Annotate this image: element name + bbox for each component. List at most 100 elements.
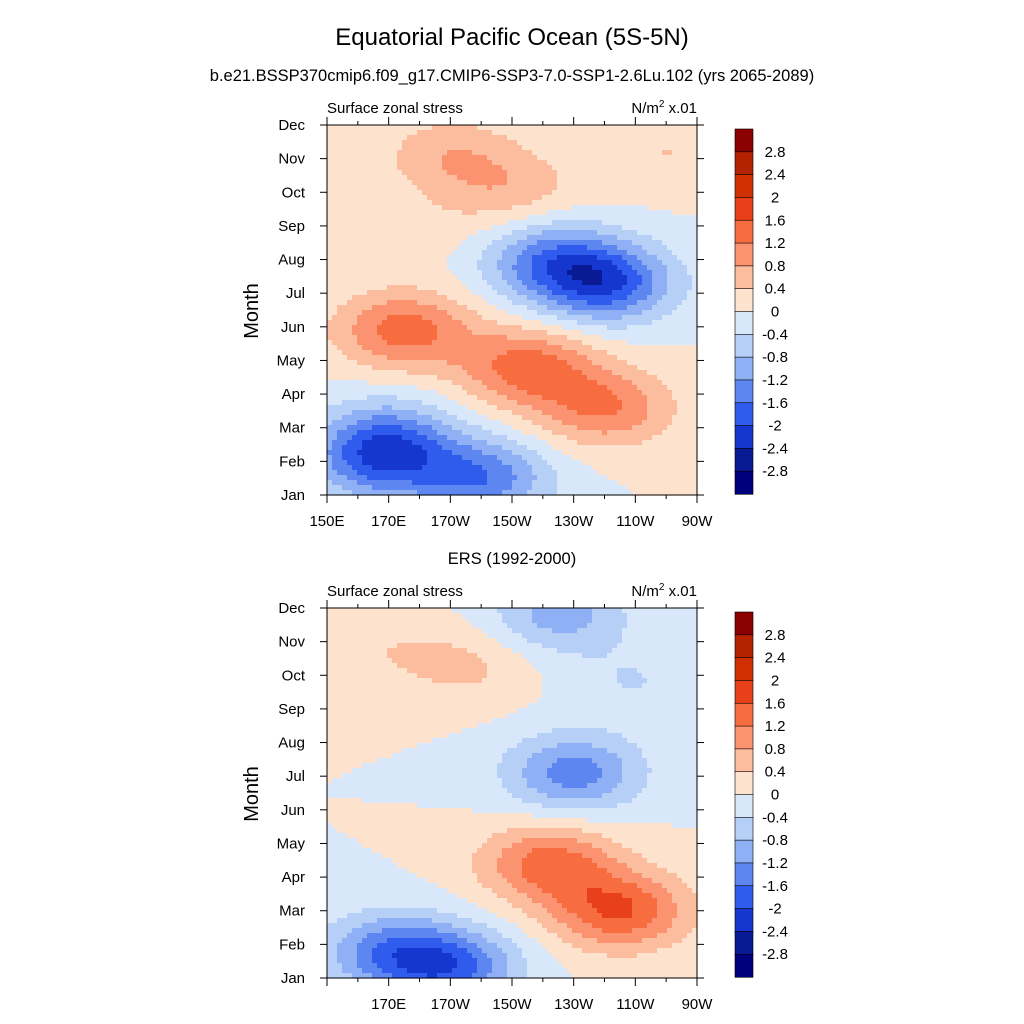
heatmap-cell <box>357 305 363 311</box>
heatmap-cell <box>597 330 603 336</box>
heatmap-cell <box>652 455 658 461</box>
heatmap-cell <box>347 305 353 311</box>
heatmap-cell <box>352 130 358 136</box>
heatmap-cell <box>642 270 648 276</box>
heatmap-cell <box>537 240 543 246</box>
heatmap-cell <box>327 305 333 311</box>
heatmap-cell <box>582 445 588 451</box>
heatmap-cell <box>607 380 613 386</box>
heatmap-cell <box>357 370 363 376</box>
heatmap-cell <box>397 345 403 351</box>
heatmap-cell <box>532 340 538 346</box>
heatmap-cell <box>567 210 573 216</box>
heatmap-cell <box>367 370 373 376</box>
heatmap-cell <box>377 210 383 216</box>
heatmap-cell <box>572 170 578 176</box>
heatmap-cell <box>657 195 663 201</box>
heatmap-cell <box>342 370 348 376</box>
heatmap-cell <box>382 180 388 186</box>
heatmap-cell <box>527 300 533 306</box>
heatmap-cell <box>642 285 648 291</box>
heatmap-cell <box>397 195 403 201</box>
heatmap-cell <box>622 330 628 336</box>
heatmap-cell <box>447 355 453 361</box>
heatmap-cell <box>447 220 453 226</box>
heatmap-cell <box>627 350 633 356</box>
heatmap-cell <box>492 260 498 266</box>
heatmap-cell <box>417 180 423 186</box>
heatmap-cell <box>367 190 373 196</box>
heatmap-cell <box>602 215 608 221</box>
heatmap-cell <box>632 430 638 436</box>
heatmap-cell <box>527 320 533 326</box>
heatmap-cell <box>677 350 683 356</box>
heatmap-cell <box>587 300 593 306</box>
heatmap-cell <box>567 275 573 281</box>
heatmap-cell <box>457 415 463 421</box>
heatmap-cell <box>557 370 563 376</box>
heatmap-cell <box>597 200 603 206</box>
heatmap-cell <box>662 270 668 276</box>
heatmap-cell <box>462 300 468 306</box>
heatmap-cell <box>607 330 613 336</box>
heatmap-cell <box>512 260 518 266</box>
heatmap-cell <box>397 215 403 221</box>
heatmap-cell <box>592 450 598 456</box>
heatmap-cell <box>632 195 638 201</box>
heatmap-cell <box>407 375 413 381</box>
heatmap-cell <box>692 155 698 161</box>
heatmap-cell <box>397 285 403 291</box>
heatmap-cell <box>397 305 403 311</box>
heatmap-cell <box>662 170 668 176</box>
heatmap-cell <box>642 205 648 211</box>
heatmap-cell <box>362 165 368 171</box>
heatmap-cell <box>617 200 623 206</box>
heatmap-cell <box>592 190 598 196</box>
heatmap-cell <box>692 425 698 431</box>
heatmap-cell <box>562 335 568 341</box>
heatmap-cell <box>537 455 543 461</box>
heatmap-cell <box>452 355 458 361</box>
heatmap-cell <box>427 285 433 291</box>
heatmap-cell <box>457 355 463 361</box>
heatmap-cell <box>667 305 673 311</box>
heatmap-cell <box>432 415 438 421</box>
heatmap-cell <box>602 200 608 206</box>
heatmap-cell <box>502 220 508 226</box>
heatmap-cell <box>642 130 648 136</box>
heatmap-cell <box>522 380 528 386</box>
heatmap-cell <box>467 200 473 206</box>
heatmap-cell <box>402 315 408 321</box>
heatmap-cell <box>642 195 648 201</box>
heatmap-cell <box>542 400 548 406</box>
heatmap-cell <box>507 325 513 331</box>
heatmap-cell <box>667 365 673 371</box>
heatmap-cell <box>467 450 473 456</box>
heatmap-cell <box>482 275 488 281</box>
heatmap-cell <box>337 205 343 211</box>
heatmap-cell <box>387 405 393 411</box>
heatmap-cell <box>662 150 668 156</box>
heatmap-cell <box>667 415 673 421</box>
heatmap-cell <box>612 315 618 321</box>
heatmap-cell <box>502 385 508 391</box>
heatmap-cell <box>412 265 418 271</box>
heatmap-cell <box>547 320 553 326</box>
heatmap-cell <box>672 230 678 236</box>
heatmap-cell <box>677 270 683 276</box>
heatmap-cell <box>472 200 478 206</box>
heatmap-cell <box>567 335 573 341</box>
heatmap-cell <box>497 345 503 351</box>
heatmap-cell <box>512 410 518 416</box>
heatmap-cell <box>692 380 698 386</box>
heatmap-cell <box>632 420 638 426</box>
heatmap-cell <box>427 170 433 176</box>
heatmap-cell <box>457 430 463 436</box>
heatmap-cell <box>337 285 343 291</box>
heatmap-cell <box>457 235 463 241</box>
heatmap-cell <box>632 245 638 251</box>
heatmap-cell <box>447 290 453 296</box>
heatmap-cell <box>472 420 478 426</box>
heatmap-cell <box>677 400 683 406</box>
heatmap-cell <box>527 235 533 241</box>
